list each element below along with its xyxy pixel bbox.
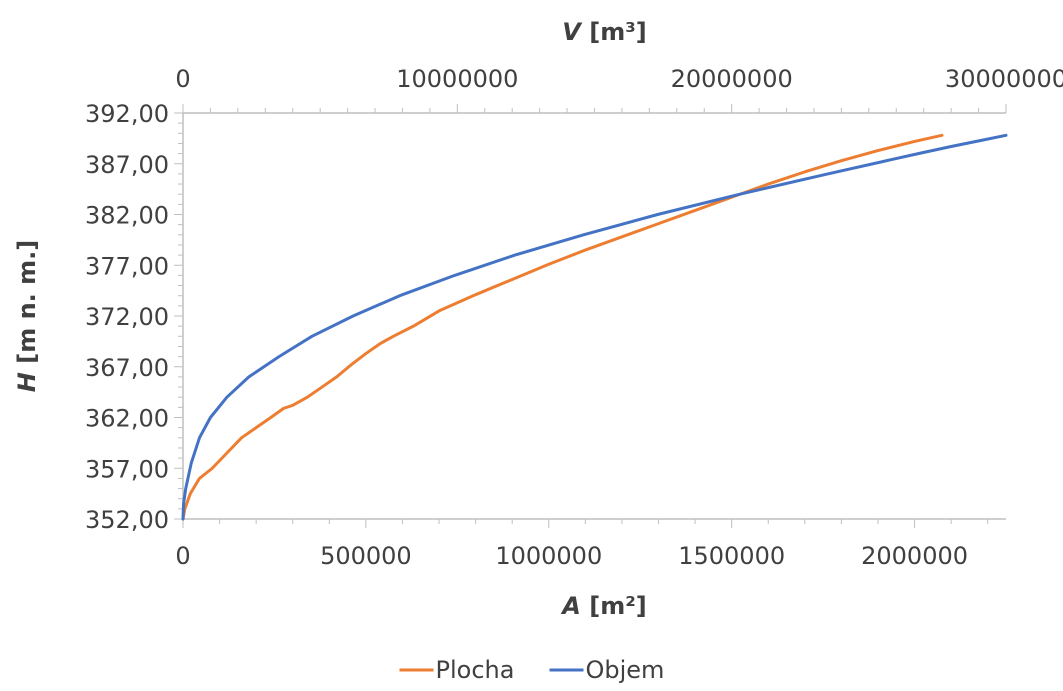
y-tick-label: 387,00 bbox=[85, 151, 169, 179]
x-top-tick-label: 10000000 bbox=[396, 65, 518, 93]
y-tick-label: 382,00 bbox=[85, 202, 169, 230]
y-axis-title-unit: [m n. m.] bbox=[13, 240, 41, 364]
y-tick-label: 352,00 bbox=[85, 506, 169, 534]
y-tick-label: 392,00 bbox=[85, 100, 169, 128]
legend-label-plocha: Plocha bbox=[436, 656, 515, 684]
x-bottom-axis-title-spacer bbox=[581, 592, 589, 620]
x-bottom-axis-title: A [m²] bbox=[560, 592, 646, 620]
x-bottom-axis-title-variable: A bbox=[560, 592, 581, 620]
y-tick-label: 367,00 bbox=[85, 354, 169, 382]
x-top-tick-label: 20000000 bbox=[671, 65, 793, 93]
axes-layer bbox=[174, 104, 1007, 528]
x-bottom-tick-label: 0 bbox=[175, 542, 190, 570]
x-top-axis-title-spacer bbox=[581, 18, 589, 46]
y-axis-title: H [m n. m.] bbox=[13, 240, 41, 392]
x-top-tick-label: 30000000 bbox=[945, 65, 1063, 93]
y-tick-label: 362,00 bbox=[85, 405, 169, 433]
labels-layer: 352,00 357,00 362,00 367,00 372,00 377,00 382,… bbox=[13, 18, 1063, 620]
x-top-tick-label: 0 bbox=[175, 65, 190, 93]
y-tick-label: 377,00 bbox=[85, 252, 169, 280]
legend: Plocha Objem bbox=[399, 656, 665, 684]
y-tick-label: 372,00 bbox=[85, 303, 169, 331]
series-layer bbox=[181, 133, 1008, 521]
y-axis-title-variable: H bbox=[13, 372, 41, 392]
series-line-plocha bbox=[181, 133, 944, 521]
x-bottom-tick-label: 2000000 bbox=[861, 542, 968, 570]
x-top-axis-title: V [m³] bbox=[562, 18, 646, 46]
series-line-objem bbox=[181, 133, 1008, 521]
x-bottom-tick-label: 1500000 bbox=[678, 542, 785, 570]
x-bottom-tick-label: 500000 bbox=[320, 542, 412, 570]
x-top-axis-title-variable: V bbox=[562, 18, 583, 46]
legend-label-objem: Objem bbox=[586, 656, 665, 684]
x-bottom-axis-title-unit: [m²] bbox=[589, 592, 646, 620]
y-axis-title-spacer bbox=[13, 364, 41, 372]
x-bottom-tick-label: 1000000 bbox=[495, 542, 602, 570]
x-top-axis-title-unit: [m³] bbox=[589, 18, 646, 46]
y-tick-label: 357,00 bbox=[85, 455, 169, 483]
